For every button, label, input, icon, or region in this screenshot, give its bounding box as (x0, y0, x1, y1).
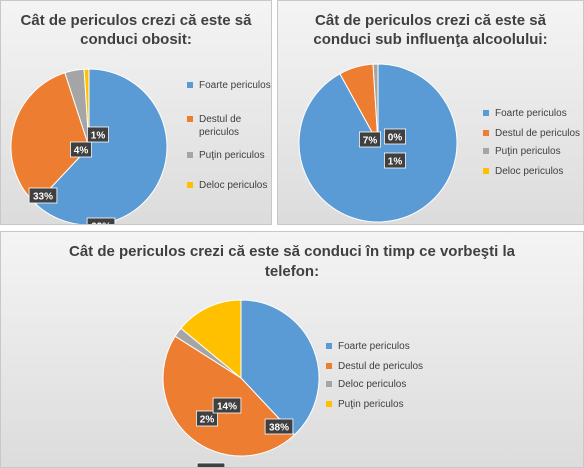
svg-text:1%: 1% (91, 131, 106, 142)
chart-title: Cât de periculos crezi că este să conduc… (69, 243, 515, 280)
legend-swatch (483, 110, 489, 116)
svg-text:0%: 0% (388, 133, 403, 144)
legend-label: Foarte periculos (199, 80, 271, 91)
legend-item: Destul de periculos (483, 127, 580, 140)
pie-chart: 62% 33% 4%1% (10, 68, 168, 226)
chart-panel-alcohol: Cât de periculos crezi că este să conduc… (277, 0, 584, 225)
legend-label: Puţin periculos (199, 150, 265, 161)
data-label: 46% (196, 462, 226, 468)
data-label: 4% (70, 141, 93, 158)
legend-item: Foarte periculos (483, 107, 567, 120)
legend-label: Puţin periculos (338, 399, 404, 410)
legend-label: Deloc periculos (495, 166, 564, 177)
legend-swatch (483, 168, 489, 174)
chart-panel-tired: Cât de periculos crezi că este să conduc… (0, 0, 272, 225)
legend-item: Foarte periculos (187, 79, 271, 92)
svg-text:46%: 46% (201, 467, 221, 468)
legend-swatch (326, 363, 332, 369)
legend-label: Destul de periculos (199, 114, 242, 138)
pie-chart: 38% 46% 2%14% (162, 299, 320, 468)
chart-panel-phone: Cât de periculos crezi că este să conduc… (0, 231, 584, 468)
data-label: 1% (87, 126, 110, 143)
pie-slice (372, 63, 379, 144)
data-label: 0% (384, 128, 407, 145)
legend-swatch (326, 343, 332, 349)
legend-swatch (187, 182, 193, 188)
legend-item: Foarte periculos (326, 340, 410, 353)
legend-item: Deloc periculos (483, 165, 563, 178)
legend-label: Destul de periculos (495, 128, 581, 139)
legend-label: Deloc periculos (338, 379, 407, 390)
legend-swatch (483, 148, 489, 154)
svg-text:14%: 14% (217, 402, 237, 413)
data-label: 2% (196, 410, 219, 427)
pie-slice (240, 299, 320, 436)
data-label: 14% (212, 397, 242, 414)
legend-item: Puţin periculos (483, 145, 561, 158)
legend-label: Destul de periculos (338, 361, 424, 372)
pie-slice (180, 299, 242, 380)
legend-item: Puţin periculos (326, 398, 404, 411)
legend-label: Foarte periculos (495, 108, 567, 119)
legend-item: Puţin periculos (187, 149, 265, 162)
legend-swatch (483, 130, 489, 136)
svg-text:4%: 4% (74, 146, 89, 157)
data-label: 38% (264, 418, 294, 435)
svg-text:2%: 2% (200, 415, 215, 426)
pie-slice (162, 335, 296, 457)
legend-label: Deloc periculos (199, 180, 268, 191)
pie-chart: 92%7%1%0% (298, 63, 458, 223)
legend-item: Deloc periculos (326, 378, 406, 391)
svg-text:7%: 7% (363, 136, 378, 147)
pie-slice (10, 72, 90, 205)
data-label: 33% (28, 187, 58, 204)
svg-text:1%: 1% (388, 157, 403, 168)
chart-title: Cât de periculos crezi că este să conduc… (313, 12, 548, 48)
svg-text:38%: 38% (269, 423, 289, 434)
chart-title: Cât de periculos crezi că este să conduc… (20, 12, 252, 48)
legend-label: Foarte periculos (338, 341, 410, 352)
data-label: 62% (86, 217, 116, 226)
legend-swatch (187, 152, 193, 158)
pie-slice (34, 68, 168, 224)
legend-item: Deloc periculos (187, 179, 267, 192)
legend-item: Destul de periculos (326, 360, 423, 373)
data-label: 7% (359, 131, 382, 148)
legend-item: Destul de periculos (187, 113, 261, 139)
legend-swatch (187, 116, 193, 122)
legend-label: Puţin periculos (495, 146, 561, 157)
legend-swatch (187, 82, 193, 88)
svg-text:62%: 62% (91, 222, 111, 226)
data-label: 1% (384, 152, 407, 169)
svg-text:33%: 33% (33, 192, 53, 203)
legend-swatch (326, 401, 332, 407)
legend-swatch (326, 381, 332, 387)
